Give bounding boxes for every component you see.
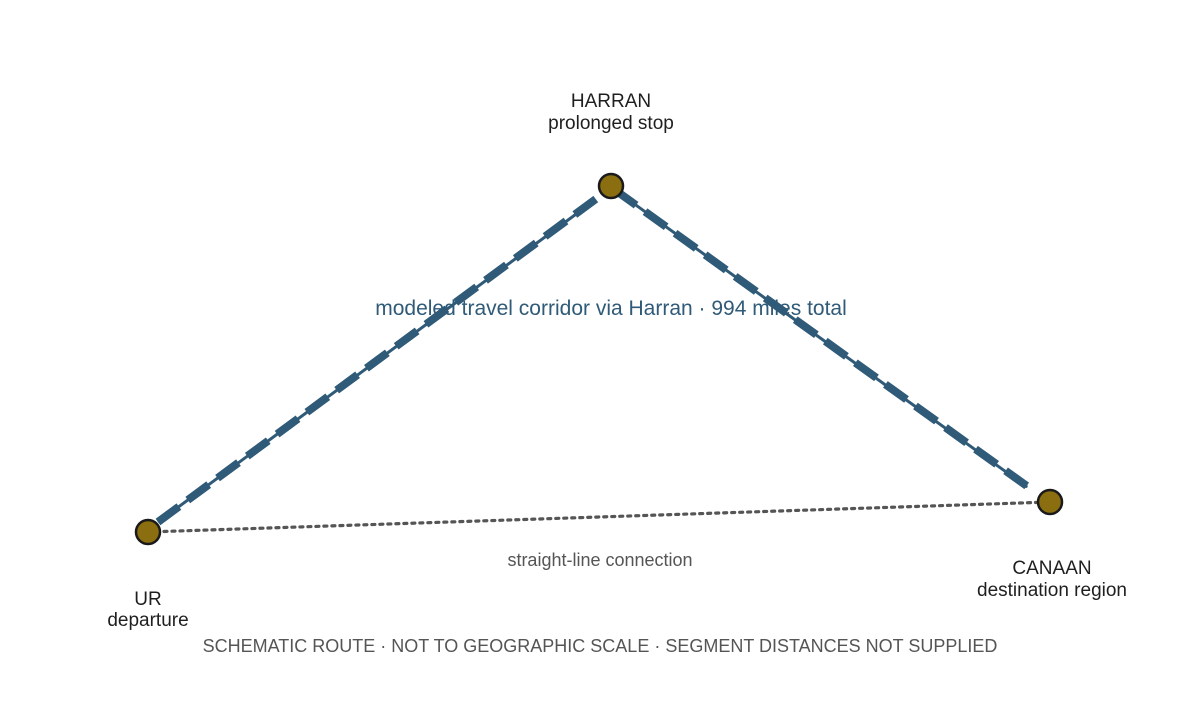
canaan-name-label: CANAAN xyxy=(1012,558,1091,579)
ur-role-label: departure xyxy=(107,610,188,631)
corridor-label: modeled travel corridor via Harran · 994… xyxy=(375,297,847,320)
canaan-role-label: destination region xyxy=(977,580,1127,601)
route-leg-ur-harran xyxy=(155,189,607,526)
node-ur xyxy=(134,518,162,546)
node-canaan xyxy=(1036,488,1064,516)
route-leg-harran-canaan xyxy=(612,186,1034,493)
harran-name-label: HARRAN xyxy=(571,91,651,112)
straight-line-connection xyxy=(146,500,1052,534)
scale-disclaimer: SCHEMATIC ROUTE · NOT TO GEOGRAPHIC SCAL… xyxy=(203,636,998,656)
ur-name-label: UR xyxy=(134,589,161,610)
node-harran xyxy=(597,172,625,200)
harran-role-label: prolonged stop xyxy=(548,113,674,134)
straight-line-label: straight-line connection xyxy=(507,550,692,570)
